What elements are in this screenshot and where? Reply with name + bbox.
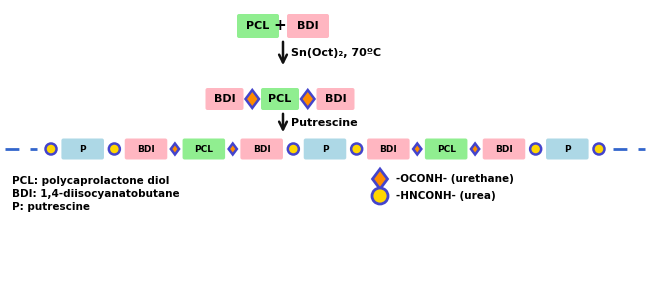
Text: -HNCONH- (urea): -HNCONH- (urea) — [396, 191, 496, 201]
Text: PCL: PCL — [194, 145, 213, 153]
Text: Sn(Oct)₂, 70ºC: Sn(Oct)₂, 70ºC — [291, 48, 381, 58]
FancyBboxPatch shape — [237, 14, 279, 38]
FancyBboxPatch shape — [367, 139, 410, 160]
Polygon shape — [229, 143, 237, 154]
Text: PCL: PCL — [268, 94, 292, 104]
FancyBboxPatch shape — [240, 139, 283, 160]
Text: PCL: PCL — [437, 145, 456, 153]
Text: BDI: BDI — [380, 145, 397, 153]
Text: BDI: BDI — [253, 145, 270, 153]
Circle shape — [288, 143, 299, 154]
Text: Putrescine: Putrescine — [291, 118, 358, 128]
Circle shape — [593, 143, 604, 154]
Text: BDI: BDI — [297, 21, 318, 31]
Polygon shape — [471, 143, 479, 154]
Text: BDI: 1,4-diisocyanatobutane: BDI: 1,4-diisocyanatobutane — [12, 189, 179, 199]
Polygon shape — [301, 90, 315, 108]
Polygon shape — [171, 143, 179, 154]
Text: P: P — [322, 145, 328, 153]
FancyBboxPatch shape — [425, 139, 467, 160]
FancyBboxPatch shape — [317, 88, 354, 110]
Text: P: P — [564, 145, 571, 153]
Text: PCL: polycaprolactone diol: PCL: polycaprolactone diol — [12, 176, 170, 186]
Text: BDI: BDI — [137, 145, 155, 153]
FancyBboxPatch shape — [287, 14, 329, 38]
FancyBboxPatch shape — [183, 139, 225, 160]
Polygon shape — [413, 143, 421, 154]
Text: PCL: PCL — [246, 21, 270, 31]
Text: P: P — [79, 145, 86, 153]
Circle shape — [46, 143, 57, 154]
Text: -OCONH- (urethane): -OCONH- (urethane) — [396, 174, 514, 184]
Circle shape — [109, 143, 120, 154]
Text: BDI: BDI — [325, 94, 346, 104]
FancyBboxPatch shape — [261, 88, 299, 110]
Text: BDI: BDI — [495, 145, 513, 153]
FancyBboxPatch shape — [205, 88, 244, 110]
FancyBboxPatch shape — [546, 139, 589, 160]
Circle shape — [372, 188, 388, 204]
FancyBboxPatch shape — [304, 139, 346, 160]
FancyBboxPatch shape — [125, 139, 167, 160]
FancyBboxPatch shape — [483, 139, 525, 160]
Circle shape — [351, 143, 362, 154]
Text: BDI: BDI — [214, 94, 235, 104]
Polygon shape — [246, 90, 259, 108]
Polygon shape — [372, 169, 387, 189]
Text: P: putrescine: P: putrescine — [12, 202, 90, 212]
Circle shape — [530, 143, 541, 154]
FancyBboxPatch shape — [61, 139, 104, 160]
Text: +: + — [274, 18, 287, 34]
